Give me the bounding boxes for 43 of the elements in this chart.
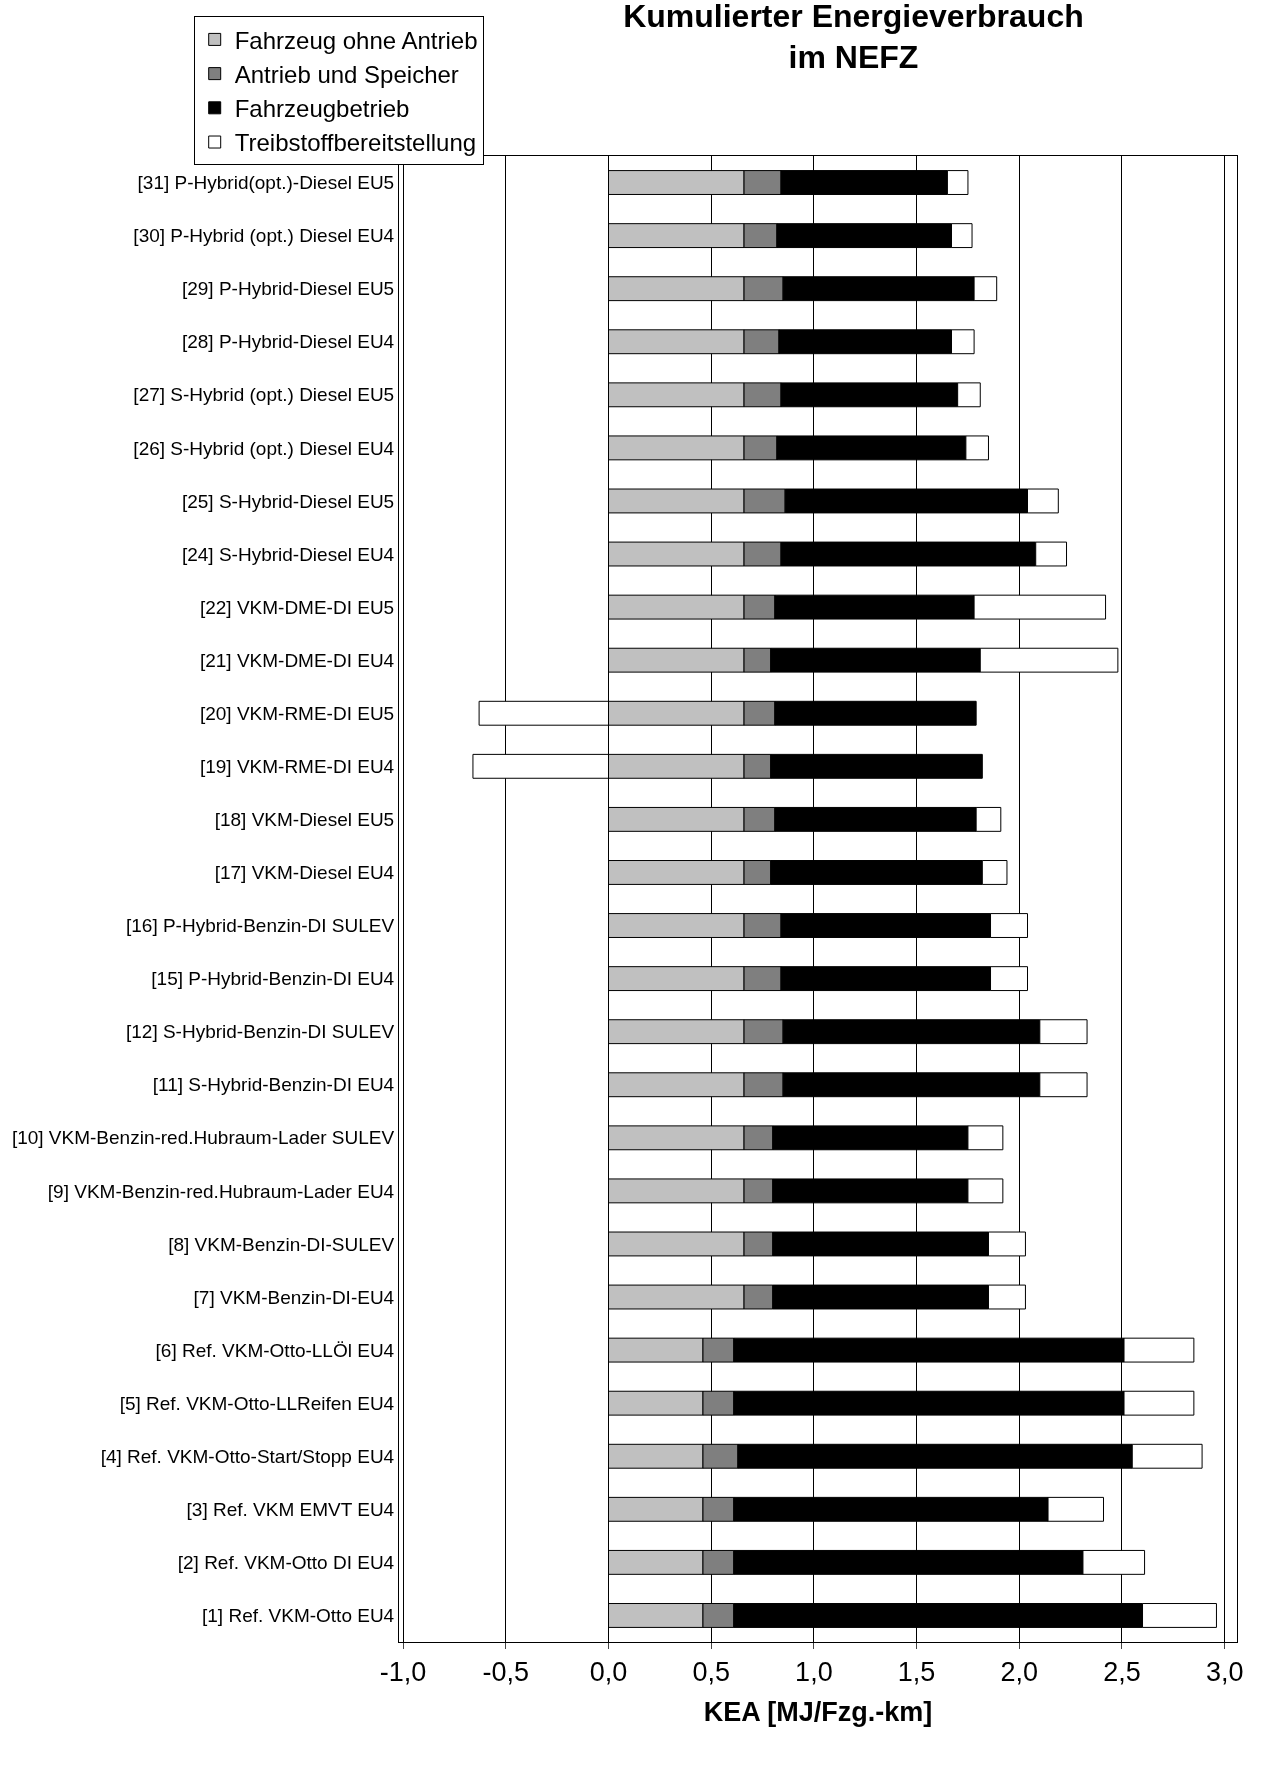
legend-label: Fahrzeug ohne Antrieb — [234, 26, 478, 54]
y-tick-label: [22] VKM-DME-DI EU5 — [199, 596, 395, 618]
y-tick-label: [10] VKM-Benzin-red.Hubraum-Lader SULEV — [11, 1127, 395, 1149]
y-tick-label: [21] VKM-DME-DI EU4 — [199, 649, 395, 671]
legend-label: Antrieb und Speicher — [234, 60, 459, 88]
y-tick-label: [16] P-Hybrid-Benzin-DI SULEV — [125, 915, 395, 937]
y-tick-label: [11] S-Hybrid-Benzin-DI EU4 — [152, 1074, 395, 1096]
y-tick-label: [17] VKM-Diesel EU4 — [214, 862, 395, 884]
x-tick-label: 2,0 — [1000, 1657, 1039, 1688]
x-tick-label: 0,5 — [692, 1657, 730, 1688]
x-tick-label: 2,5 — [1103, 1657, 1141, 1688]
y-tick-label: [18] VKM-Diesel EU5 — [214, 809, 395, 831]
y-tick-label: [31] P-Hybrid(opt.)-Diesel EU5 — [137, 172, 395, 194]
y-tick-label: [20] VKM-RME-DI EU5 — [199, 702, 395, 724]
y-tick-label: [9] VKM-Benzin-red.Hubraum-Lader EU4 — [47, 1180, 395, 1202]
y-tick-label: [27] S-Hybrid (opt.) Diesel EU5 — [133, 384, 395, 406]
y-tick-label: [26] S-Hybrid (opt.) Diesel EU4 — [133, 437, 395, 459]
y-tick-label: [3] Ref. VKM EMVT EU4 — [186, 1498, 395, 1520]
y-tick-label: [25] S-Hybrid-Diesel EU5 — [181, 490, 395, 512]
x-tick-label: 3,0 — [1205, 1657, 1244, 1688]
y-tick-label: [6] Ref. VKM-Otto-LLÖl EU4 — [155, 1339, 395, 1361]
x-tick-label: 1,0 — [795, 1657, 833, 1688]
y-tick-label: [7] VKM-Benzin-DI-EU4 — [193, 1286, 395, 1308]
y-tick-label: [12] S-Hybrid-Benzin-DI SULEV — [125, 1021, 395, 1043]
y-tick-label: [1] Ref. VKM-Otto EU4 — [202, 1605, 395, 1627]
x-tick-label: -1,0 — [379, 1657, 427, 1688]
y-tick-label: [15] P-Hybrid-Benzin-DI EU4 — [151, 968, 395, 990]
y-tick-label: [4] Ref. VKM-Otto-Start/Stopp EU4 — [100, 1445, 395, 1467]
legend-label: Fahrzeugbetrieb — [234, 95, 410, 123]
x-tick-label: 1,5 — [897, 1657, 936, 1688]
y-tick-label: [30] P-Hybrid (opt.) Diesel EU4 — [133, 225, 395, 247]
y-tick-label: [2] Ref. VKM-Otto DI EU4 — [177, 1552, 395, 1574]
chart-title: Kumulierter Energieverbrauch im NEFZ — [623, 0, 1084, 76]
x-tick-label: -0,5 — [482, 1657, 530, 1688]
y-tick-label: [19] VKM-RME-DI EU4 — [199, 755, 395, 777]
x-axis-title: KEA [MJ/Fzg.-km] — [703, 1696, 933, 1727]
y-tick-label: [24] S-Hybrid-Diesel EU4 — [181, 543, 395, 565]
y-tick-label: [8] VKM-Benzin-DI-SULEV — [168, 1233, 395, 1255]
legend-label: Treibstoffbereitstellung — [234, 129, 477, 157]
y-tick-label: [5] Ref. VKM-Otto-LLReifen EU4 — [119, 1392, 395, 1414]
y-tick-label: [28] P-Hybrid-Diesel EU4 — [181, 331, 395, 353]
x-tick-label: 0,0 — [589, 1657, 628, 1688]
y-tick-label: [29] P-Hybrid-Diesel EU5 — [181, 278, 395, 300]
